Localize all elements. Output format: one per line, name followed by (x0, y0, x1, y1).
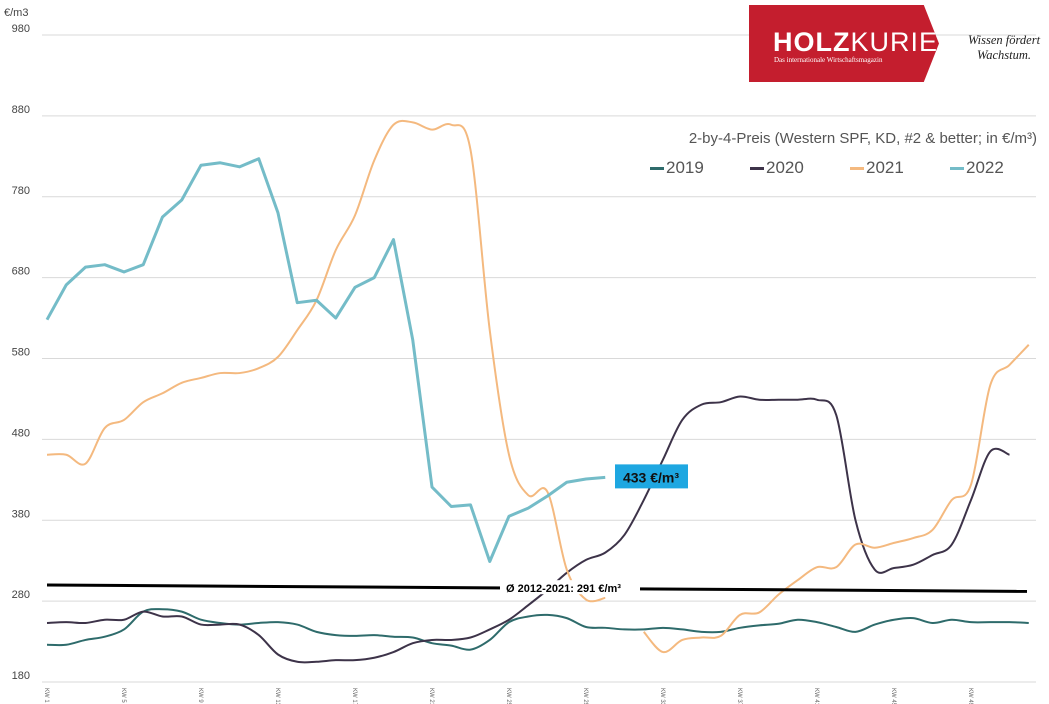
legend-swatch (850, 166, 864, 170)
legend-item-2020: 2020 (750, 158, 850, 178)
chart-title: 2-by-4-Preis (Western SPF, KD, #2 & bett… (688, 130, 1037, 147)
y-tick-label: 980 (12, 23, 30, 35)
y-tick-label: 280 (12, 589, 30, 601)
y-tick-label: 880 (12, 104, 30, 116)
legend-item-2021: 2021 (850, 158, 950, 178)
logo-wordmark: HOLZKURIER (773, 27, 959, 57)
series-line-2021 (46, 119, 1030, 654)
x-tick-label: KW 41 (813, 688, 819, 704)
logo-tagline: Das internationale Wirtschaftsmagazin (774, 56, 883, 64)
x-tick-label: KW 5 (120, 688, 126, 703)
average-label: Ø 2012-2021: 291 €/m³ (506, 583, 621, 595)
legend: 2019 2020 2021 2022 (650, 158, 1049, 178)
series-line-2019 (46, 608, 1029, 651)
legend-label: 2021 (866, 158, 904, 177)
x-tick-label: KW 1 (43, 688, 49, 703)
holzkurier-logo: HOLZKURIER Das internationale Wirtschaft… (749, 5, 952, 82)
value-label-box (615, 464, 688, 489)
legend-swatch (750, 166, 764, 170)
legend-label: 2022 (966, 158, 1004, 177)
average-label-background (500, 580, 640, 595)
x-tick-label: KW 21 (428, 688, 434, 704)
y-tick-label: 580 (12, 347, 30, 359)
legend-swatch (650, 166, 664, 170)
legend-label: 2019 (666, 158, 704, 177)
x-tick-label: KW 29 (582, 688, 588, 704)
y-tick-label: 780 (12, 185, 30, 197)
y-tick-label: 180 (12, 670, 30, 682)
y-axis-label: €/m3 (4, 7, 28, 19)
x-tick-label: KW 25 (505, 688, 511, 704)
y-tick-label: 380 (12, 508, 30, 520)
legend-label: 2020 (766, 158, 804, 177)
y-tick-label: 680 (12, 266, 30, 278)
x-tick-label: KW 33 (659, 688, 665, 704)
series-line-2020 (46, 395, 1010, 664)
y-tick-label: 480 (12, 427, 30, 439)
x-tick-label: KW 13 (274, 688, 280, 704)
legend-swatch (950, 166, 964, 170)
x-tick-label: KW 17 (351, 688, 357, 704)
legend-item-2022: 2022 (950, 158, 1049, 178)
logo-slogan: Wissen fördert Wachstum. (967, 33, 1041, 62)
logo-banner: HOLZKURIER Das internationale Wirtschaft… (749, 5, 939, 82)
legend-item-2019: 2019 (650, 158, 750, 178)
series-line-2022 (45, 157, 606, 563)
x-tick-label: KW 45 (890, 688, 896, 704)
x-tick-label: KW 49 (967, 688, 973, 704)
x-tick-label: KW 37 (736, 688, 742, 704)
x-tick-label: KW 9 (197, 688, 203, 703)
value-label: 433 €/m³ (623, 469, 679, 485)
